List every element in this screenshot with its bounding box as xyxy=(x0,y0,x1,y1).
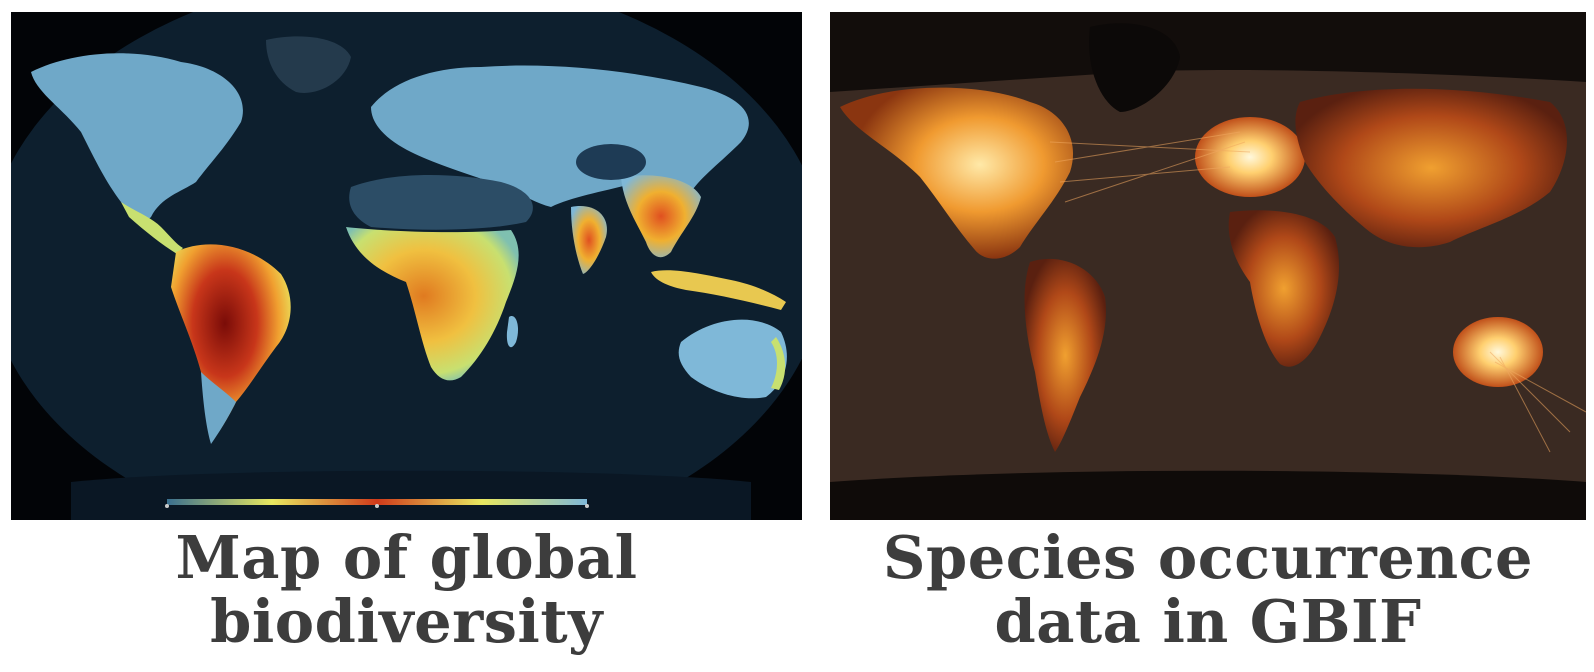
gbif-occurrence-map xyxy=(830,12,1586,520)
occurrence-track-lines xyxy=(1049,131,1586,453)
australia-landmass xyxy=(1453,317,1543,387)
madagascar-landmass xyxy=(506,316,519,348)
sahara-region xyxy=(349,175,533,230)
caption-line: Map of global xyxy=(175,523,638,592)
indonesia-islands xyxy=(651,270,786,310)
gbif-occurrence-graphic xyxy=(830,12,1586,520)
north-america-landmass xyxy=(31,53,243,222)
south-america-landmass xyxy=(1024,258,1106,452)
central-america-landmass xyxy=(121,202,183,254)
biodiversity-map xyxy=(11,12,802,520)
africa-landmass xyxy=(346,227,519,381)
caption-line: biodiversity xyxy=(210,587,603,656)
india-landmass xyxy=(571,206,607,274)
caption-line: Species occurrence xyxy=(882,523,1534,592)
biodiversity-map-graphic xyxy=(11,12,802,520)
southeast-asia-landmass xyxy=(621,175,701,258)
patagonia-landmass xyxy=(201,372,236,444)
colorbar-tick-middle xyxy=(375,504,379,508)
asia-landmass xyxy=(1295,88,1567,248)
greenland-landmass xyxy=(1089,23,1180,112)
colorbar-tick-left xyxy=(165,504,169,508)
antarctica-region xyxy=(71,470,751,520)
biodiversity-map-caption: Map of global biodiversity xyxy=(11,526,802,654)
caption-line: data in GBIF xyxy=(994,587,1422,656)
europe-landmass xyxy=(1195,117,1305,197)
north-america-landmass xyxy=(840,87,1074,259)
africa-landmass xyxy=(1228,210,1340,367)
colorbar xyxy=(167,499,587,505)
australia-east-coast xyxy=(771,337,786,390)
antarctica-region xyxy=(830,470,1586,520)
australia-landmass xyxy=(678,319,787,399)
tibet-plateau xyxy=(576,144,646,180)
greenland-landmass xyxy=(266,36,351,93)
arctic-region xyxy=(830,12,1586,92)
south-america-landmass xyxy=(171,244,291,442)
eurasia-landmass xyxy=(371,65,749,208)
gbif-map-caption: Species occurrence data in GBIF xyxy=(830,526,1586,654)
colorbar-tick-right xyxy=(585,504,589,508)
